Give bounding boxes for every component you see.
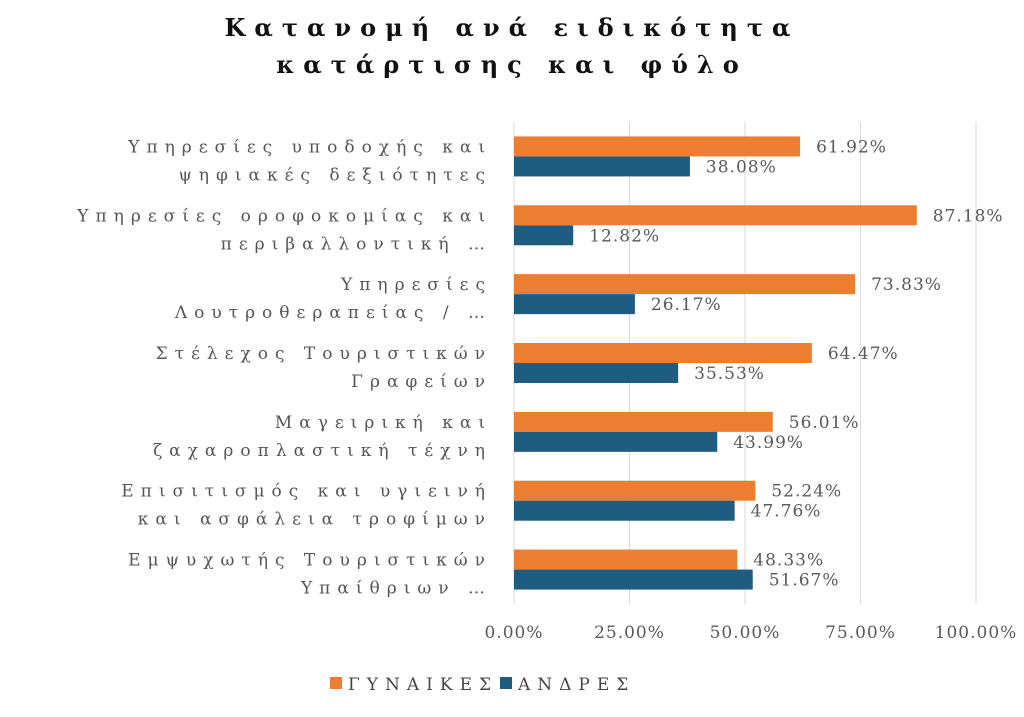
bar-men xyxy=(514,500,735,521)
data-label: 64.47% xyxy=(828,344,899,364)
bars: 61.92% 38.08% 87.18% 12.82% 73.83% 26.17% 64.4… xyxy=(514,136,1004,591)
bar-men xyxy=(514,431,718,452)
category-label: Γραφείων xyxy=(351,372,492,392)
legend-swatch-women xyxy=(330,677,342,689)
chart-title-line: Κατανομή ανά ειδικότητα xyxy=(225,13,800,42)
data-label: 47.76% xyxy=(751,502,822,522)
category-label: Επισιτισμός και υγιεινή xyxy=(121,482,492,502)
category-label: ζαχαροπλαστική τέχνη xyxy=(153,441,492,461)
category-labels: Υπηρεσίες υποδοχής και ψηφιακές δεξιότητε… xyxy=(76,137,492,599)
x-tick-label: 50.00% xyxy=(710,623,781,643)
x-axis-ticks: 0.00% 25.00% 50.00% 75.00% 100.00% xyxy=(484,623,1018,643)
bar-women xyxy=(514,549,738,570)
bar-men xyxy=(514,294,635,315)
category-label: ψηφιακές δεξιότητες xyxy=(178,165,492,185)
bar-women xyxy=(514,136,801,157)
data-label: 52.24% xyxy=(771,482,842,502)
bar-women xyxy=(514,480,756,501)
bar-women xyxy=(514,205,917,226)
data-label: 43.99% xyxy=(733,433,804,453)
category-label: Υπαίθριων … xyxy=(300,579,492,599)
x-tick-label: 0.00% xyxy=(484,623,543,643)
category-label: Λουτροθεραπείας / … xyxy=(174,303,492,323)
bar-women xyxy=(514,343,812,363)
legend-label: ΓΥΝΑΙΚΕΣ xyxy=(348,675,498,695)
data-label: 35.53% xyxy=(694,364,765,384)
data-label: 56.01% xyxy=(789,413,860,433)
data-label: 26.17% xyxy=(651,295,722,315)
bar-men xyxy=(514,569,753,590)
data-label: 48.33% xyxy=(753,551,824,571)
data-label: 51.67% xyxy=(769,571,840,591)
legend-swatch-men xyxy=(500,677,512,689)
x-tick-label: 100.00% xyxy=(935,623,1018,643)
category-label: Εμψυχωτής Τουριστικών xyxy=(128,551,492,571)
bar-men xyxy=(514,363,679,383)
category-label: Υπηρεσίες υποδοχής και xyxy=(127,137,492,157)
category-label: και ασφάλεια τροφίμων xyxy=(138,510,492,530)
x-tick-label: 75.00% xyxy=(825,623,896,643)
bar-women xyxy=(514,411,773,432)
category-label: Στέλεχος Τουριστικών xyxy=(156,344,492,364)
data-label: 12.82% xyxy=(589,226,660,246)
category-label: Υπηρεσίες οροφοκομίας και xyxy=(76,206,492,226)
bar-men xyxy=(514,156,690,177)
data-label: 61.92% xyxy=(816,137,887,157)
chart-title: Κατανομή ανά ειδικότητα κατάρτισης και φύ… xyxy=(225,13,800,79)
legend-label: ΑΝΔΡΕΣ xyxy=(517,675,635,695)
category-label: περιβαλλοντική … xyxy=(221,234,492,254)
bar-men xyxy=(514,225,574,246)
data-label: 87.18% xyxy=(933,206,1004,226)
chart-title-line: κατάρτισης και φύλο xyxy=(276,50,748,79)
legend: ΓΥΝΑΙΚΕΣ ΑΝΔΡΕΣ xyxy=(330,675,635,695)
bar-women xyxy=(514,274,856,295)
category-label: Υπηρεσίες xyxy=(340,275,492,295)
data-label: 73.83% xyxy=(871,275,942,295)
category-label: Μαγειρική και xyxy=(275,413,492,433)
data-label: 38.08% xyxy=(706,157,777,177)
x-tick-label: 25.00% xyxy=(594,623,665,643)
